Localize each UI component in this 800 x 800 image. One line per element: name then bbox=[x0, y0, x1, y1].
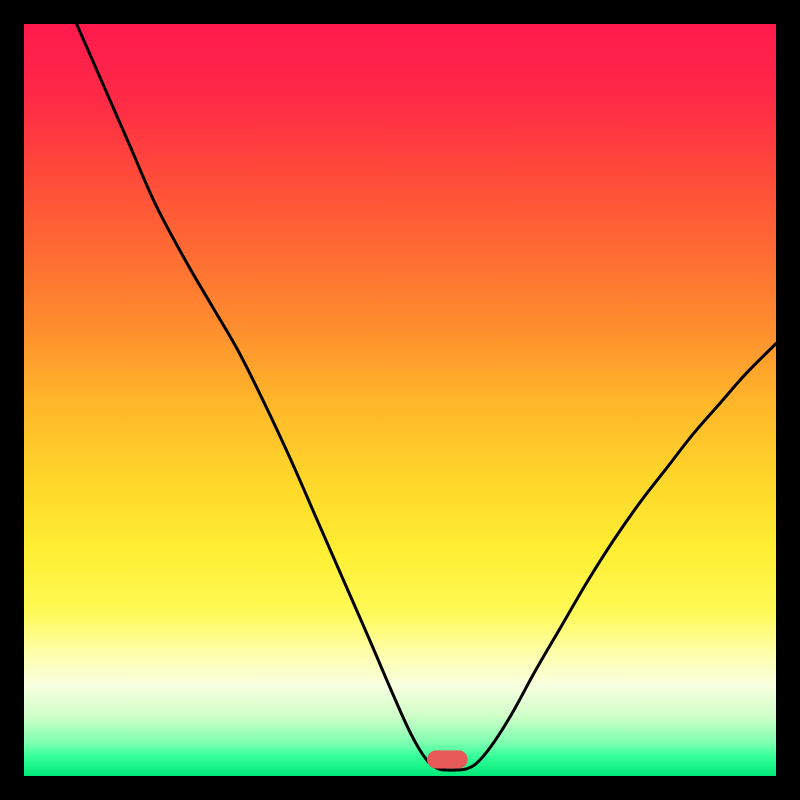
chart-frame bbox=[0, 0, 800, 800]
bottleneck-curve bbox=[77, 24, 776, 770]
curve-layer bbox=[24, 24, 776, 776]
chart-container: TheBottleneck.com bbox=[0, 0, 800, 800]
optimal-marker bbox=[427, 750, 468, 768]
plot-area bbox=[24, 24, 776, 776]
